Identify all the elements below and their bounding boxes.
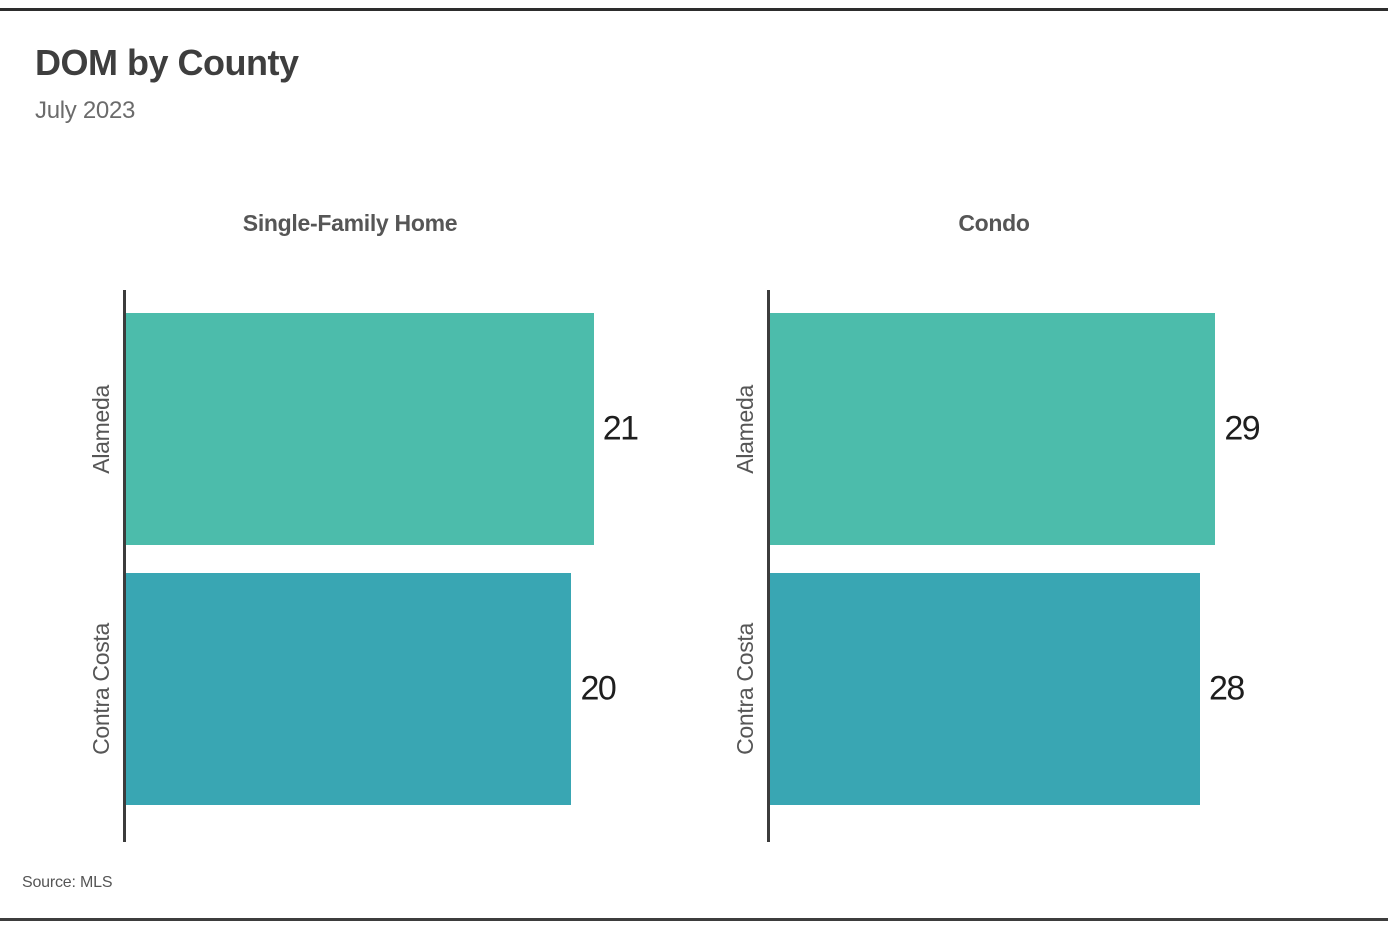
plot: Alameda Contra Costa 29 28 [679,290,1309,842]
plot-area: 21 20 [123,290,665,842]
bar-value-label: 21 [602,409,639,448]
bottom-rule [0,918,1388,921]
y-axis-label-contra-costa: Contra Costa [732,623,758,755]
y-label-cell: Alameda [679,313,767,545]
report-header: DOM by County July 2023 [35,42,299,125]
y-axis-labels: Alameda Contra Costa [679,290,767,842]
y-axis-label-alameda: Alameda [732,384,758,474]
y-label-cell: Contra Costa [35,573,123,805]
page-subtitle: July 2023 [35,97,136,124]
top-rule [0,8,1388,11]
charts-container: Single-Family Home Alameda Contra Costa 21 2… [35,210,1309,842]
y-label-cell: Alameda [35,313,123,545]
y-axis-label-contra-costa: Contra Costa [88,623,114,755]
y-axis-labels: Alameda Contra Costa [35,290,123,842]
chart-panel-condo: Condo Alameda Contra Costa 29 28 [679,210,1309,842]
bar-contra-costa: 20 [126,573,617,805]
plot-area: 29 28 [767,290,1309,842]
y-axis-label-alameda: Alameda [88,384,114,474]
bar-alameda: 29 [770,313,1261,545]
source-note: Source: MLS [22,874,113,891]
bar-value-label: 29 [1224,409,1260,448]
panel-title: Single-Family Home [242,210,458,236]
bar-alameda: 21 [126,313,639,545]
plot: Alameda Contra Costa 21 20 [35,290,665,842]
panel-title: Condo [958,210,1030,236]
bar-value-label: 20 [580,669,616,708]
bar-contra-costa: 28 [770,573,1245,805]
bar-value-label: 28 [1208,669,1245,708]
page-title: DOM by County [35,42,299,83]
chart-panel-single-family-home: Single-Family Home Alameda Contra Costa 21 2… [35,210,665,842]
y-label-cell: Contra Costa [679,573,767,805]
